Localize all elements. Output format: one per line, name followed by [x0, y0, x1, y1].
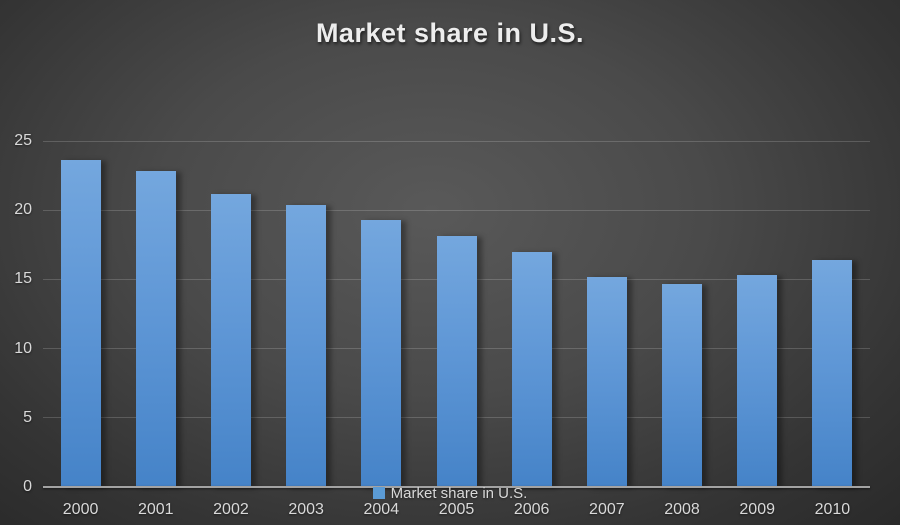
- x-tick-label: 2001: [137, 501, 174, 518]
- bar-2010: [812, 260, 853, 487]
- x-tick-label: 2000: [62, 501, 99, 518]
- bar-2004: [361, 219, 402, 487]
- x-tick-label: 2005: [438, 501, 475, 518]
- bar-2001: [135, 171, 176, 487]
- x-tick-label: 2010: [814, 501, 851, 518]
- x-axis-line: [43, 486, 870, 488]
- bar-2006: [511, 251, 552, 487]
- x-tick-label: 2008: [664, 501, 700, 518]
- x-tick-label: 2007: [589, 501, 625, 518]
- x-tick-label: 2004: [363, 501, 400, 518]
- legend: Market share in U.S.: [0, 486, 900, 502]
- bar-2008: [662, 283, 703, 487]
- y-tick-label: 15: [14, 270, 32, 288]
- bar-2007: [586, 276, 627, 487]
- x-tick-label: 2009: [739, 501, 775, 518]
- gridline: [43, 209, 870, 211]
- legend-label: Market share in U.S.: [390, 485, 528, 502]
- y-tick-label: 0: [23, 478, 32, 495]
- x-tick-label: 2006: [513, 501, 550, 518]
- x-tick-label: 2002: [213, 501, 249, 518]
- bar-2005: [436, 236, 477, 487]
- y-tick-label: 10: [14, 339, 32, 357]
- bar-2003: [286, 204, 327, 487]
- bar-2009: [737, 275, 778, 487]
- x-tick-label: 2003: [288, 501, 324, 518]
- y-tick-label: 25: [14, 132, 32, 149]
- y-tick-label: 5: [23, 408, 32, 426]
- legend-marker-icon: [372, 487, 385, 499]
- chart-title: Market share in U.S.: [315, 18, 585, 48]
- bar-2002: [210, 193, 251, 487]
- bar-2000: [60, 160, 101, 487]
- gridline: [43, 140, 870, 142]
- y-tick-label: 20: [14, 201, 32, 219]
